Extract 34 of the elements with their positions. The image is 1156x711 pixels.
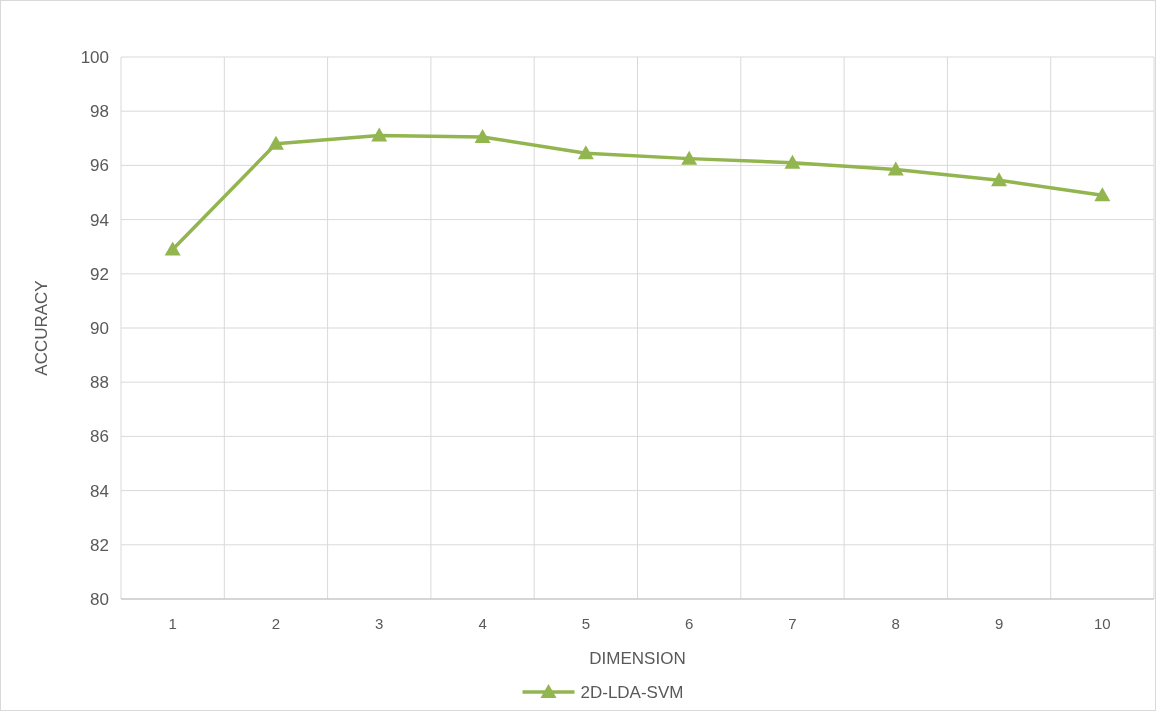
y-tick-label: 80 (90, 589, 109, 609)
x-tick-label: 1 (168, 615, 177, 632)
x-tick-label: 10 (1094, 615, 1111, 632)
y-tick-label: 92 (90, 264, 109, 284)
y-tick-label: 84 (90, 481, 109, 501)
y-tick-label: 100 (80, 47, 109, 67)
x-tick-label: 4 (478, 615, 487, 632)
point (991, 172, 1008, 187)
y-tick-label: 82 (90, 535, 109, 555)
x-axis-title: DIMENSION (589, 649, 686, 668)
x-tick-label: 2 (271, 615, 281, 632)
point (784, 154, 801, 169)
point (577, 145, 594, 160)
point (267, 135, 284, 150)
y-tick-label: 86 (90, 427, 109, 447)
x-tick-label: 8 (891, 615, 900, 632)
point (371, 127, 388, 142)
point (164, 241, 181, 256)
x-tick-label: 5 (581, 615, 591, 632)
y-tick-label: 98 (90, 102, 109, 122)
legend-label: 2D-LDA-SVM (580, 682, 684, 702)
point (887, 161, 904, 176)
y-tick-label: 90 (90, 318, 109, 338)
point (474, 128, 491, 143)
y-axis-title: ACCURACY (32, 280, 51, 376)
point (1094, 187, 1111, 202)
x-tick-label: 9 (994, 615, 1004, 632)
y-tick-label: 88 (90, 373, 109, 393)
y-tick-label: 94 (90, 210, 109, 230)
x-tick-label: 3 (375, 615, 384, 632)
point (681, 150, 698, 165)
x-tick-label: 6 (684, 615, 694, 632)
x-tick-label: 7 (788, 615, 797, 632)
y-tick-label: 96 (90, 156, 109, 176)
